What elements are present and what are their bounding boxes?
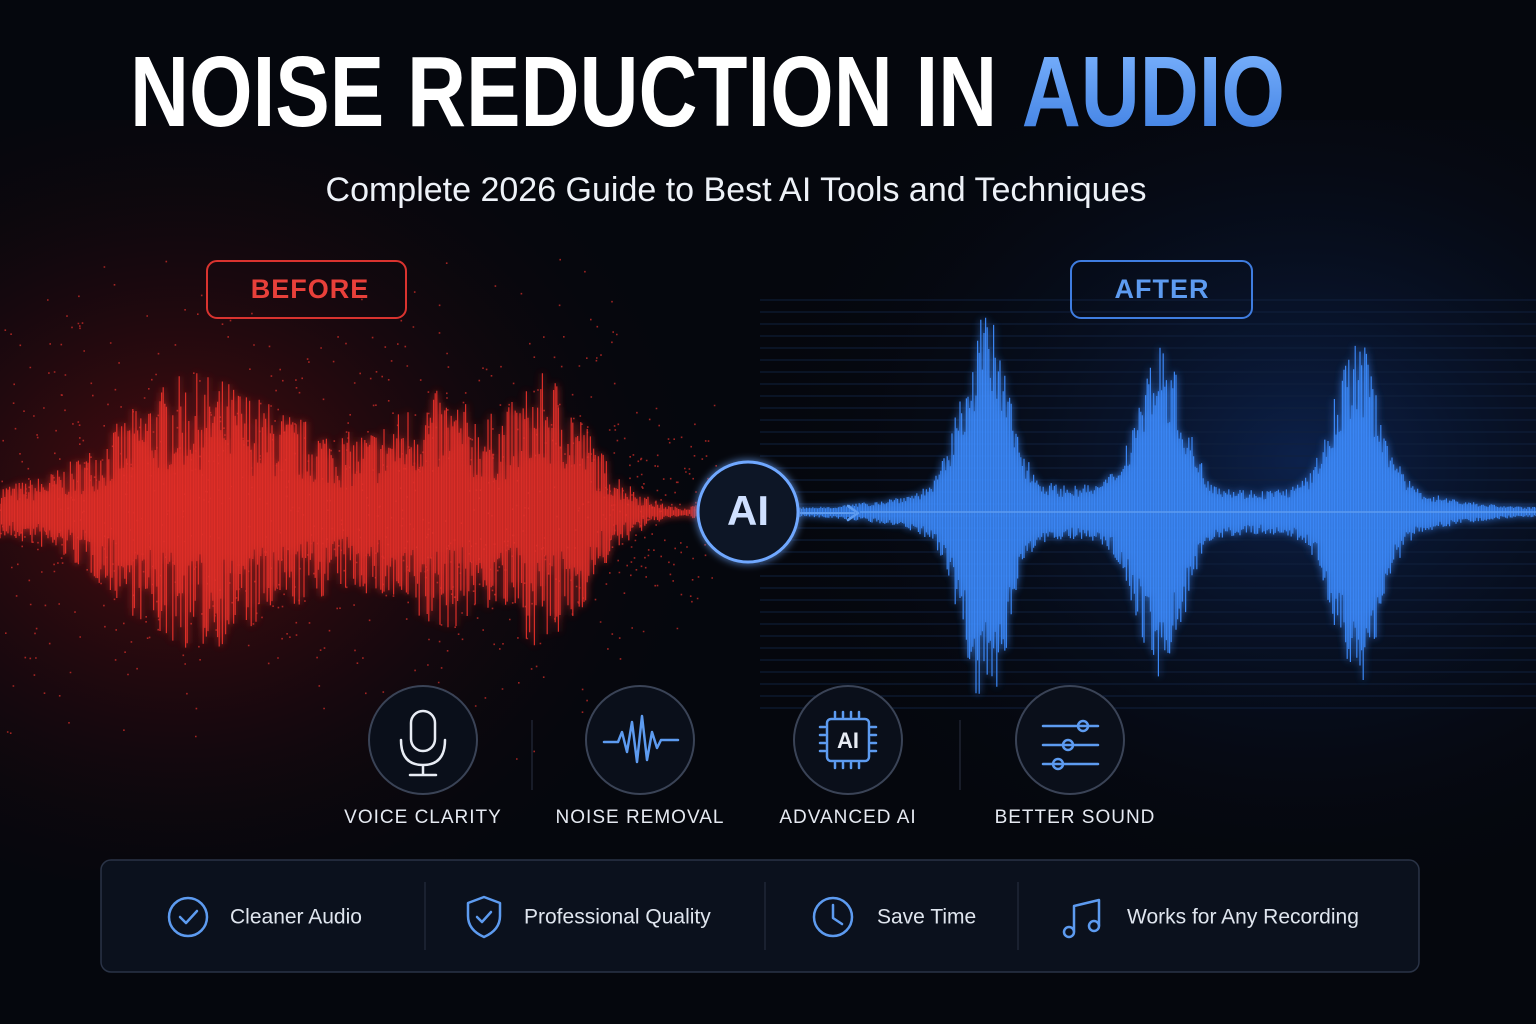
title: NOISE REDUCTION INAUDIO: [130, 36, 1285, 148]
waveforms: [0, 258, 1536, 760]
before-label: BEFORE: [251, 274, 370, 304]
title-highlight: AUDIO: [1022, 36, 1285, 148]
feature-ai: AI ADVANCED AI: [779, 685, 916, 828]
mic-stand: [399, 738, 447, 777]
feature-label: BETTER SOUND: [995, 807, 1156, 828]
noisy-waveform: [0, 373, 700, 648]
after-box: [1070, 260, 1253, 319]
feature-label: ADVANCED AI: [779, 807, 916, 828]
subtitle: Complete 2026 Guide to Best AI Tools and…: [326, 171, 1147, 209]
clock-hands: [831, 903, 844, 926]
scan-lines: [760, 299, 1536, 709]
check-mark: [178, 909, 199, 925]
benefits-panel: [100, 859, 1420, 973]
feature-label: NOISE REMOVAL: [556, 807, 725, 828]
shield-check: [475, 910, 493, 924]
noise-speckles: [0, 258, 721, 760]
before-box: [206, 260, 407, 319]
feature-sound: BETTER SOUND: [995, 685, 1156, 828]
slider-knob: [1061, 738, 1075, 752]
music-note: [1062, 925, 1076, 939]
feature-label: VOICE CLARITY: [344, 807, 502, 828]
shield-icon: [466, 895, 502, 939]
mic-icon: [409, 709, 437, 753]
wave-icon: [602, 714, 680, 764]
chip-label: AI: [837, 728, 859, 753]
slider-knob: [1076, 719, 1090, 733]
ai-badge-text: AI: [727, 487, 769, 534]
icon-circle: [368, 685, 478, 795]
check-icon: [167, 896, 209, 938]
benefit-label: Save Time: [877, 906, 976, 929]
after-label: AFTER: [1115, 274, 1210, 304]
benefit-label: Cleaner Audio: [230, 906, 362, 929]
icon-circle: [793, 685, 903, 795]
ai-badge: [696, 460, 800, 564]
clock-icon: [812, 896, 854, 938]
feature-voice: VOICE CLARITY: [344, 685, 502, 828]
chip-pins: [818, 710, 878, 770]
music-icon: [1072, 898, 1101, 933]
benefit-label: Works for Any Recording: [1127, 906, 1359, 929]
title-main: NOISE REDUCTION IN: [130, 36, 997, 148]
feature-noise: NOISE REMOVAL: [556, 685, 725, 828]
chip-icon: [825, 717, 871, 763]
arrow-head: [846, 504, 860, 522]
benefit-label: Professional Quality: [524, 906, 711, 929]
slider-knob: [1051, 757, 1065, 771]
music-note: [1087, 919, 1101, 933]
